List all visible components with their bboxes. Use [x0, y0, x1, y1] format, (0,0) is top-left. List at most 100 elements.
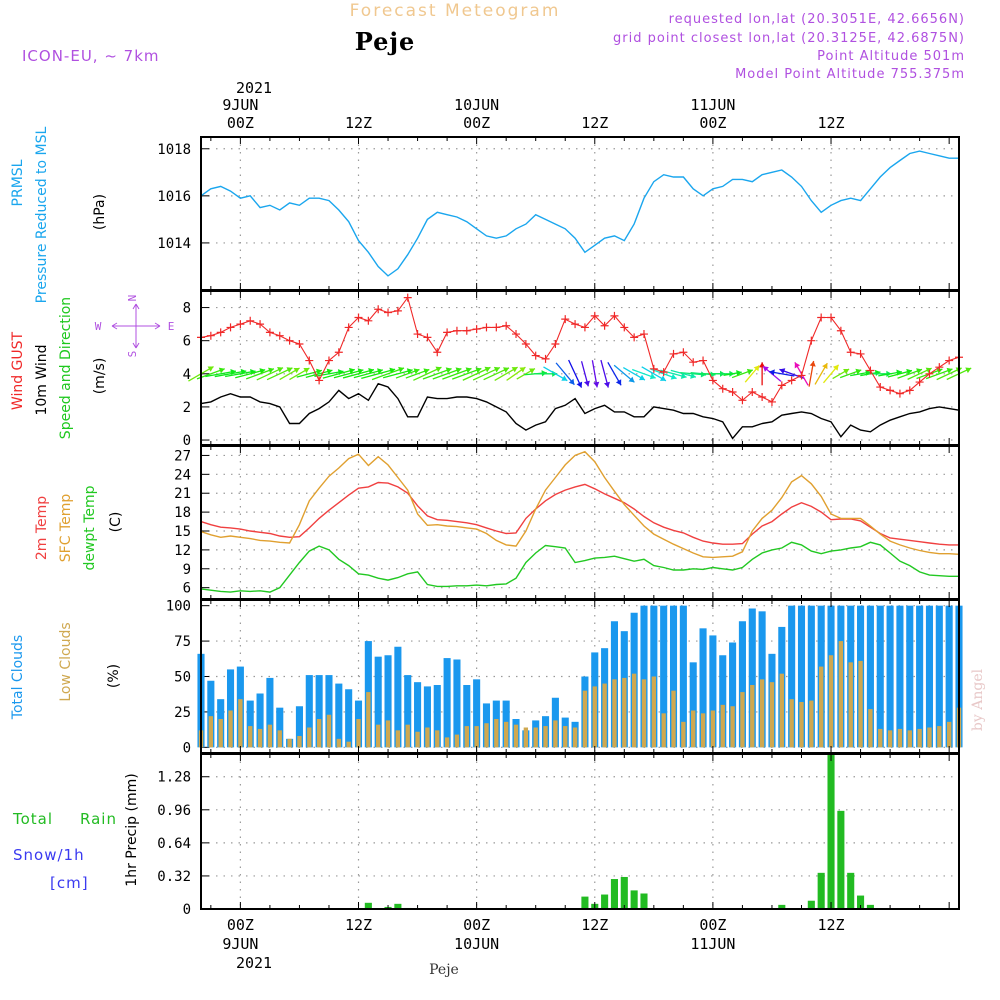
wind-gust-marker — [728, 388, 737, 397]
wind-arrowhead — [445, 367, 452, 374]
wind-gust-marker — [433, 348, 442, 357]
pressure-panel: 1014 1016 1018 — [157, 136, 960, 291]
total-clouds-label: Total Clouds — [10, 635, 26, 720]
precip-unit: 1hr Precip (mm) — [124, 773, 140, 886]
wind-gust-marker — [679, 348, 688, 357]
wind-arrowhead — [303, 367, 310, 374]
low-cloud-bar — [484, 723, 489, 748]
total-cloud-bar — [345, 689, 353, 748]
low-cloud-bar — [907, 730, 912, 748]
rain-bar — [620, 876, 628, 909]
low-cloud-bar — [681, 721, 686, 748]
wind-gust-marker — [846, 348, 855, 357]
low-cloud-bar — [946, 721, 952, 748]
compass-n: N — [126, 295, 139, 302]
wind-arrowhead — [357, 368, 364, 375]
low-cloud-bar — [267, 724, 273, 748]
temp-sfc-line — [200, 450, 960, 559]
y-tick-label: 27 — [174, 448, 191, 464]
low-cloud-bar — [415, 731, 420, 748]
temp-2m-label: 2m Temp — [34, 496, 50, 560]
total-cloud-bar — [305, 675, 313, 748]
low-cloud-bar — [346, 741, 351, 748]
wind-gust-marker — [758, 392, 767, 401]
wind-gust-marker — [748, 388, 757, 397]
wind-gust-marker — [502, 321, 511, 330]
y-tick-label: 9 — [183, 562, 191, 578]
y-tick-label: 0.64 — [157, 836, 191, 852]
wind-arrowhead — [413, 368, 420, 375]
top-year-label: 2021 — [236, 79, 272, 97]
total-cloud-bar — [276, 707, 284, 748]
wind-arrowhead — [316, 368, 322, 375]
total-cloud-bar — [738, 621, 746, 748]
wind-arrowhead — [455, 367, 462, 374]
low-cloud-bar — [326, 714, 332, 748]
low-cloud-bar — [464, 726, 469, 748]
wind-gust-marker — [482, 323, 491, 332]
wind-arrowhead — [511, 367, 518, 373]
wind-direction-arrow — [371, 367, 405, 381]
total-cloud-bar — [266, 677, 274, 748]
pressure-label-2: Pressure Reduced to MSL — [34, 126, 50, 303]
wind-arrowhead — [218, 367, 225, 374]
wind-gust-marker — [639, 330, 648, 339]
wind-direction-label: Speed and Direction — [58, 297, 74, 439]
wind-gust-marker — [738, 396, 747, 405]
low-cloud-bar — [425, 727, 430, 748]
pressure-line — [200, 150, 959, 277]
low-cloud-bar — [504, 721, 509, 748]
wind-direction-arrow — [224, 370, 256, 378]
low-cloud-bar — [248, 726, 253, 748]
bottom-date-label: 11JUN — [690, 935, 735, 953]
top-date-label: 9JUN — [222, 96, 258, 114]
low-cloud-bar — [730, 706, 735, 748]
wind-gust-marker — [265, 328, 274, 337]
wind-gust-marker — [610, 311, 619, 320]
bottom-date-label: 9JUN — [222, 935, 258, 953]
low-cloud-bar — [405, 724, 410, 748]
wind-gust-marker — [413, 330, 422, 339]
low-cloud-bar — [257, 728, 263, 748]
wind-gust-marker — [590, 311, 599, 320]
wind-gust-marker — [492, 323, 501, 332]
compass-w: W — [95, 320, 102, 333]
wind-gust-marker — [797, 371, 806, 380]
top-hour-label: 12Z — [345, 114, 372, 132]
wind-gust-marker — [767, 397, 776, 406]
wind-arrowhead — [561, 375, 568, 381]
wind-arrowhead — [843, 368, 850, 375]
wind-gust-marker — [423, 333, 432, 342]
wind-arrowhead — [753, 365, 760, 372]
low-cloud-bar — [336, 738, 341, 748]
wind-arrowhead — [326, 368, 333, 375]
model-label: ICON-EU, ~ 7km — [22, 47, 160, 65]
wind-arrowhead — [576, 381, 583, 388]
wind-gust-label: Wind GUST — [10, 331, 26, 410]
total-cloud-bar — [463, 685, 471, 748]
low-cloud-bar — [759, 679, 765, 748]
low-cloud-bar — [494, 719, 499, 748]
y-tick-label: 12 — [174, 543, 191, 559]
low-cloud-bar — [454, 734, 460, 748]
top-hour-label: 12Z — [581, 114, 608, 132]
wind-gust-marker — [718, 384, 727, 393]
wind-direction-arrow — [452, 367, 482, 380]
y-tick-label: 0.32 — [157, 869, 191, 885]
y-tick-label: 25 — [174, 705, 191, 721]
temp-unit: (C) — [108, 512, 124, 533]
low-cloud-bar — [769, 682, 775, 748]
compass-rose: N S W E — [95, 295, 175, 358]
y-tick-label: 1.28 — [157, 770, 191, 786]
wind-gust-marker — [817, 313, 826, 322]
low-cloud-bar — [297, 736, 302, 748]
wind-data — [188, 293, 972, 440]
low-cloud-bar — [523, 727, 529, 748]
rain-bar — [364, 902, 372, 909]
total-cloud-bar — [374, 656, 382, 748]
top-date-label: 10JUN — [454, 96, 499, 114]
wind-gust-marker — [285, 336, 294, 345]
wind-gust-line — [200, 296, 960, 403]
wind-gust-marker — [699, 356, 708, 365]
